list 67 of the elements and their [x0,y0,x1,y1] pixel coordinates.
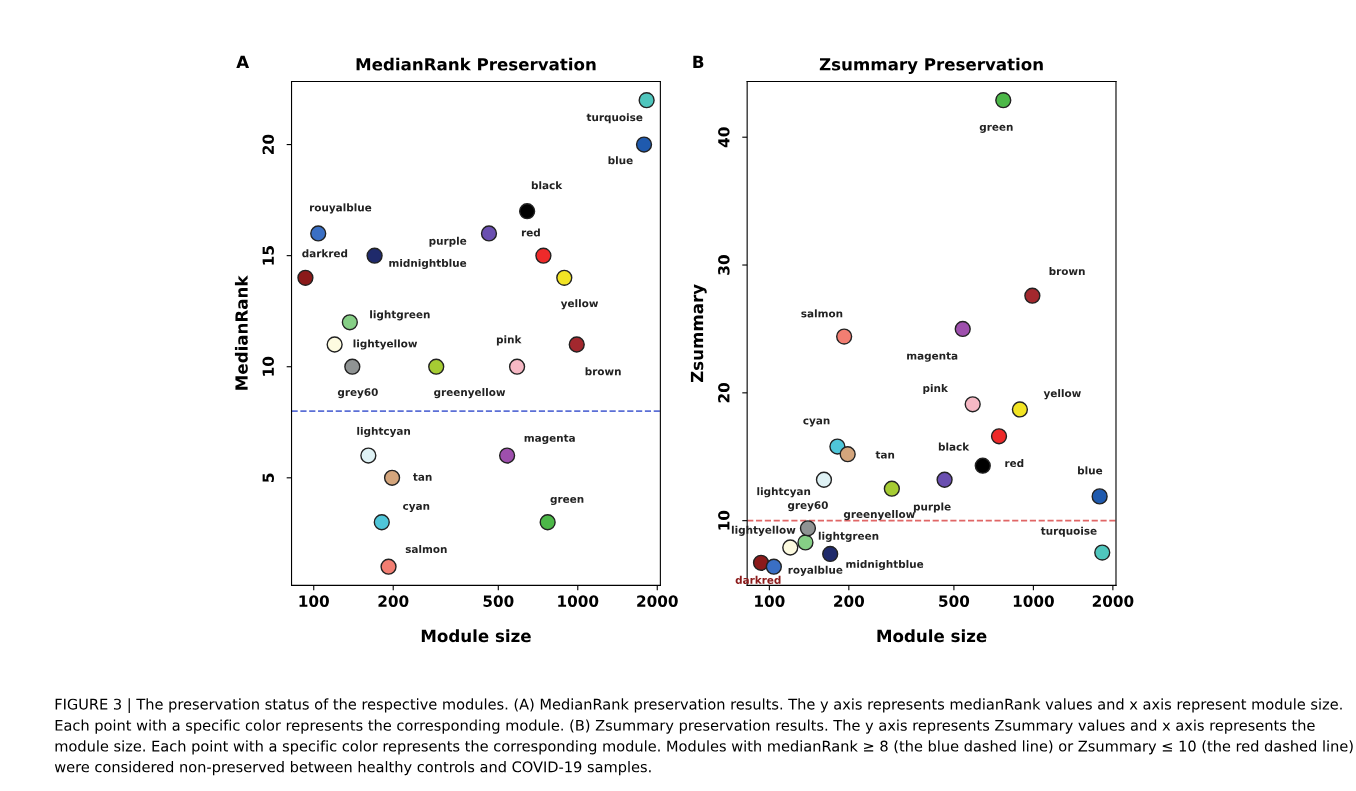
series-label: blue [1078,466,1103,475]
series-label: grey60 [787,501,828,512]
x-tick-label: 500 [483,595,514,607]
series-label: royalblue [788,565,843,576]
series-label: salmon [801,309,843,318]
y-tick-label: 5 [262,473,274,482]
series-label: lightgreen [818,531,879,542]
y-axis-title: Zsummary [690,284,707,383]
series-label: pink [923,384,949,395]
y-tick-label: 10 [718,510,730,530]
series-label: turquoise [1040,526,1097,537]
text: A [236,55,250,68]
series-label: midnightblue [846,559,924,571]
series-label: rouyalblue [310,203,372,214]
series-label: tan [413,473,432,481]
series-label: lightcyan [357,426,411,438]
chart-title: MedianRank Preservation [356,57,596,71]
y-tick-label: 20 [718,382,730,403]
series-label: green [550,496,584,506]
series-label: magenta [524,434,575,444]
series-label: brown [1049,267,1085,276]
x-tick-label: 100 [755,595,785,607]
series-label: green [979,124,1013,133]
series-label: greenyellow [434,388,506,399]
caption: FIGURE 3 | The preservation status of the respective modules. (A) MedianRank preservation results. The y axis represents medianRank values and x axis represent module size. Each point with a specific color represents the corresponding module. (B) Zsummary preservation results. The y axis represents Zsummary values and x axis represents the module size. Each point with a specific color represents the corresponding module. Modules with medianRank ≥ 8 (the blue dashed line) or Zsummary ≤ 10 (the red dashed line) were considered non-preserved between healthy controls and COVID-19 samples. [54,698,1353,776]
series-label: pink [496,335,522,346]
series-label: magenta [907,352,958,362]
y-tick-label: 20 [262,134,274,154]
series-label: black [938,442,970,451]
series-label: midnightblue [389,258,467,270]
x-axis-title: Module size [877,629,987,643]
series-label: red [521,228,540,237]
x-tick-label: 100 [299,595,329,607]
y-tick-label: 40 [718,127,730,148]
series-label: darkred [302,249,348,258]
text: greenyellow [843,510,915,521]
series-label: purple [429,236,467,247]
series-label: salmon [405,544,447,554]
series-label: blue [608,156,633,165]
x-tick-label: 200 [378,595,409,607]
series-label: turquoise [586,113,643,124]
x-tick-label: 2000 [637,595,678,607]
chart-title: Zsummary Preservation [819,57,1043,74]
x-tick-label: 1000 [558,595,599,607]
x-tick-label: 200 [834,595,865,607]
y-tick-label: 15 [262,246,274,265]
x-tick-label: 2000 [1092,595,1134,607]
series-label: purple [913,502,951,513]
series-label: tan [875,451,895,459]
series-label: black [531,181,563,190]
x-tick-label: 500 [939,595,970,607]
series-label: brown [585,367,621,376]
series-label: yellow [1043,389,1081,400]
y-axis-title: MedianRank [234,275,248,390]
series-label: yellow [560,299,599,310]
x-tick-label: 1000 [1013,595,1054,607]
series-label: lightyellow [353,339,418,350]
series-label: lightcyan [757,487,811,498]
series-label: red [1005,459,1024,468]
x-axis-title: Module size [421,629,531,643]
y-tick-label: 10 [262,356,274,376]
series-label: cyan [403,503,430,513]
series-label: cyan [803,418,830,427]
text: B [693,55,704,68]
series-label: grey60 [337,388,378,399]
series-label: lightgreen [370,310,430,321]
y-tick-label: 30 [718,255,730,275]
